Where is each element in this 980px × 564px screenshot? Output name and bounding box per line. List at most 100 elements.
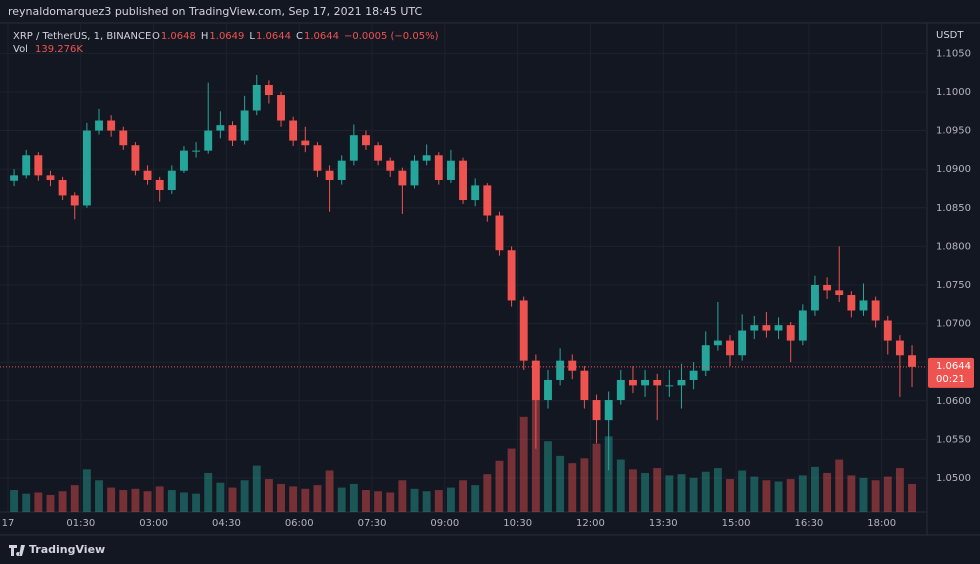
volume-bar <box>895 468 904 512</box>
candle-body <box>726 340 734 356</box>
volume-bar <box>592 443 601 512</box>
candle-body <box>119 130 128 146</box>
candle-body <box>301 140 310 146</box>
candle-body <box>641 379 650 386</box>
candle-body <box>568 360 577 371</box>
candle-body <box>252 85 261 111</box>
volume-bar <box>883 476 892 512</box>
candle-body <box>240 110 249 141</box>
candle-body <box>349 135 358 161</box>
x-tick-label: 13:30 <box>649 518 678 529</box>
x-tick-label: 01:30 <box>66 518 95 529</box>
volume-bar <box>774 481 783 512</box>
volume-bar <box>337 487 346 512</box>
volume-bar <box>616 459 625 512</box>
candle-body <box>362 135 370 146</box>
volume-label: Vol <box>13 44 28 55</box>
candle-body <box>628 379 637 386</box>
volume-bar <box>519 416 528 512</box>
candle-body <box>180 150 188 171</box>
volume-value: 139.276K <box>35 44 83 55</box>
volume-bar <box>216 482 225 512</box>
candle-body <box>895 340 904 356</box>
candle-body <box>155 179 164 191</box>
volume-bar <box>798 475 807 512</box>
x-tick-label: 07:30 <box>358 518 387 529</box>
x-tick-label: 06:00 <box>285 518 314 529</box>
candle-body <box>167 170 176 191</box>
x-tick-label: 16:30 <box>794 518 823 529</box>
candle-body <box>519 300 528 361</box>
candle-body <box>228 125 237 141</box>
y-tick-label: 1.1050 <box>936 48 971 59</box>
candle-body <box>107 120 116 131</box>
y-tick-label: 1.0750 <box>936 280 971 291</box>
volume-bar <box>653 468 662 512</box>
candle-body <box>774 325 783 331</box>
volume-bar <box>46 494 55 512</box>
volume-bar <box>107 487 116 512</box>
candle-body <box>34 155 43 176</box>
volume-bar <box>823 472 832 512</box>
logo <box>9 545 25 556</box>
publisher: reynaldomarquez3 published on TradingVie… <box>8 5 422 18</box>
x-tick-label: 09:00 <box>430 518 459 529</box>
candle-body <box>483 185 492 216</box>
volume-bar <box>471 485 480 512</box>
ohlc-value: 1.0644 <box>304 31 339 42</box>
volume-bar <box>22 493 31 512</box>
volume-bar <box>264 479 273 512</box>
candle-body <box>410 160 419 186</box>
candle-body <box>750 325 759 331</box>
candle-body <box>592 400 601 421</box>
volume-bar <box>34 492 43 512</box>
candle-body <box>70 195 79 206</box>
x-tick-label: 17 <box>2 518 15 529</box>
candle-body <box>665 385 674 387</box>
candle-body <box>434 155 443 180</box>
candle-body <box>847 295 856 311</box>
volume-bar <box>847 475 856 512</box>
volume-bar <box>70 485 79 512</box>
candle-body <box>604 400 613 421</box>
candle-body <box>204 130 213 151</box>
y-tick-label: 1.0600 <box>936 396 971 407</box>
volume-bar <box>131 488 140 512</box>
volume-bar <box>446 487 455 512</box>
ohlc-key: O <box>152 31 160 42</box>
volume-bar <box>531 399 540 512</box>
candle-body <box>192 150 201 152</box>
y-tick-label: 1.0950 <box>936 126 971 137</box>
candle-body <box>422 155 431 161</box>
volume-bar <box>434 490 443 512</box>
volume-bar <box>422 491 431 512</box>
candle-body <box>58 179 67 196</box>
candle-body <box>544 379 552 401</box>
candle-body <box>446 160 455 180</box>
candle-body <box>22 155 31 176</box>
candle-body <box>701 345 710 371</box>
y-tick-label: 1.0800 <box>936 241 971 252</box>
candle-body <box>289 120 298 141</box>
x-tick-label: 12:00 <box>576 518 605 529</box>
candle-body <box>313 145 322 171</box>
volume-bar <box>155 486 164 512</box>
symbol: XRP / TetherUS, 1, BINANCE <box>13 31 151 42</box>
volume-bar <box>192 493 201 512</box>
volume-bar <box>410 488 419 512</box>
volume-bar <box>713 468 722 512</box>
volume-bar <box>58 491 67 512</box>
volume-bar <box>313 485 322 512</box>
candle-body <box>216 125 225 131</box>
volume-bar <box>386 492 395 512</box>
candle-body <box>495 215 504 251</box>
volume-bar <box>119 490 128 512</box>
volume-bar <box>349 483 358 512</box>
ohlc-value: 1.0648 <box>161 31 196 42</box>
change: −0.0005 (−0.05%) <box>344 31 439 42</box>
volume-bar <box>544 441 552 512</box>
y-tick-label: 1.0550 <box>936 434 971 445</box>
volume-bar <box>167 490 176 512</box>
candle-body <box>677 379 686 386</box>
candle-body <box>459 160 467 201</box>
